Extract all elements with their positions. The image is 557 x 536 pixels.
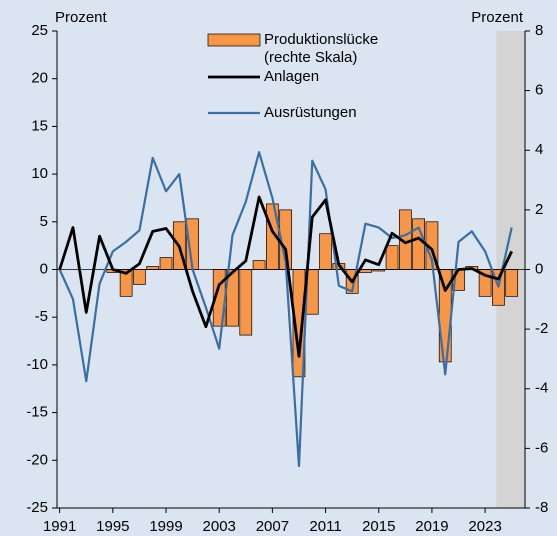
x-tick-label: 2007 bbox=[256, 518, 289, 535]
legend-line: (rechte Skala) bbox=[264, 49, 357, 66]
line bbox=[58, 195, 513, 358]
legend-label: Anlagen bbox=[264, 68, 319, 85]
legend-label: Ausrüstungen bbox=[264, 104, 357, 121]
x-tick-label: 2015 bbox=[362, 518, 395, 535]
x-tick-label: 1991 bbox=[43, 518, 76, 535]
y-tick-label: 0 bbox=[40, 260, 48, 277]
x-tick-label: 2011 bbox=[309, 518, 341, 535]
bar bbox=[412, 218, 425, 270]
y2-tick-label: -2 bbox=[535, 320, 548, 337]
y-tick-label: -25 bbox=[26, 499, 48, 516]
x-tick-label: 2023 bbox=[468, 518, 501, 535]
bar bbox=[159, 257, 173, 270]
x-tick-label: 2019 bbox=[415, 518, 448, 535]
y-tick-label: 5 bbox=[40, 213, 48, 230]
bar bbox=[359, 269, 372, 273]
y2-tick-label: -6 bbox=[535, 439, 548, 456]
x-tick-label: 1999 bbox=[149, 518, 182, 535]
x-tick-label: 1995 bbox=[96, 518, 129, 535]
bar bbox=[146, 266, 160, 270]
legend-label: Produktionslücke (rechte Skala) bbox=[264, 31, 378, 66]
y-tick-label: -10 bbox=[26, 356, 48, 373]
y-tick-label: 10 bbox=[31, 165, 48, 182]
y-tick-label: -20 bbox=[26, 451, 48, 468]
x-tick-label: 2003 bbox=[203, 518, 236, 535]
y2-tick-label: 0 bbox=[535, 260, 543, 277]
y-tick-label: -5 bbox=[35, 308, 48, 325]
y-axis-label: Prozent bbox=[55, 9, 108, 26]
bar bbox=[505, 269, 519, 297]
bar bbox=[239, 269, 253, 336]
y2-tick-label: 4 bbox=[535, 141, 543, 158]
legend-line: Produktionslücke bbox=[264, 31, 378, 48]
bar bbox=[133, 269, 146, 285]
y2-tick-label: -4 bbox=[535, 380, 548, 397]
y-tick-label: 15 bbox=[31, 117, 48, 134]
y2-axis-label: Prozent bbox=[471, 9, 524, 26]
bar bbox=[319, 233, 332, 270]
y2-tick-label: -8 bbox=[535, 499, 548, 516]
y-tick-label: -15 bbox=[26, 404, 48, 421]
y-tick-label: 20 bbox=[31, 70, 48, 87]
y2-tick-label: 8 bbox=[535, 22, 543, 39]
y2-tick-label: 6 bbox=[535, 82, 543, 99]
bar bbox=[252, 260, 266, 270]
y-tick-label: 25 bbox=[31, 22, 48, 39]
bar bbox=[385, 245, 399, 270]
legend-swatch bbox=[207, 33, 261, 47]
line bbox=[58, 151, 513, 468]
y2-tick-label: 2 bbox=[535, 201, 543, 218]
